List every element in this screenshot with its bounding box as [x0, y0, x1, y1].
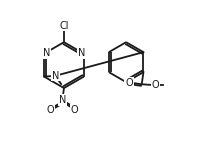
Text: N: N: [59, 95, 66, 105]
Text: O: O: [70, 104, 78, 115]
Text: N: N: [52, 71, 60, 81]
Text: N: N: [78, 48, 85, 58]
Text: Cl: Cl: [59, 21, 69, 31]
Text: O: O: [152, 80, 160, 90]
Text: O: O: [46, 104, 54, 115]
Text: O: O: [125, 78, 133, 88]
Text: N: N: [43, 48, 50, 58]
